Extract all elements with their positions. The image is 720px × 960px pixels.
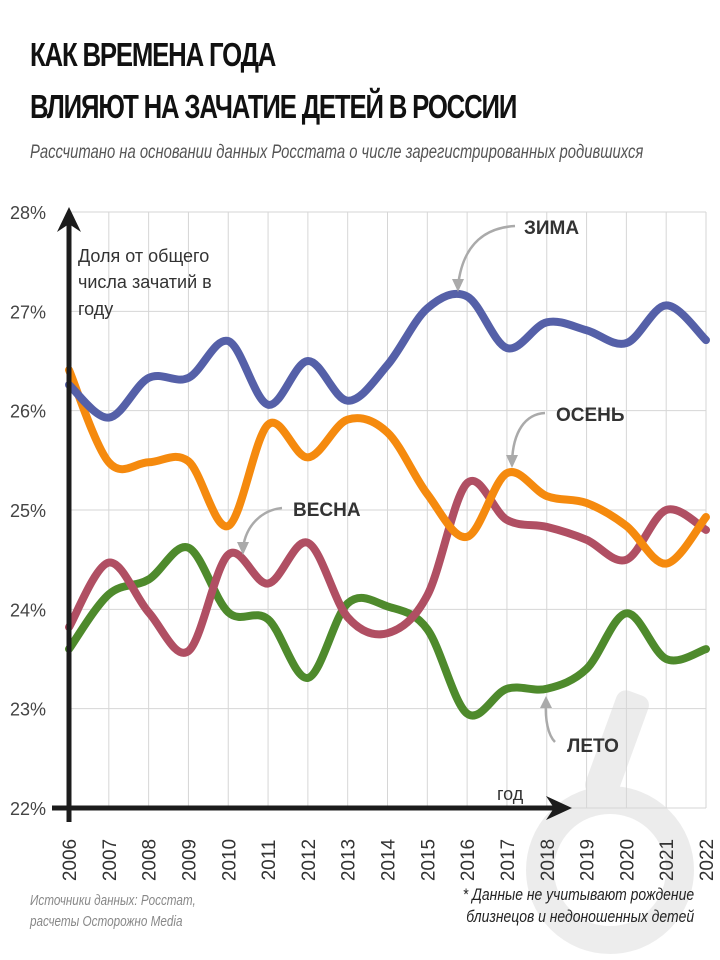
chart-subtitle: Рассчитано на основании данных Росстата … <box>30 142 644 163</box>
x-tick-label: 2020 <box>617 839 638 881</box>
x-axis-label: год <box>497 784 524 804</box>
y-tick-label: 24% <box>10 600 46 620</box>
y-tick-label: 25% <box>10 501 46 521</box>
watermark-icon <box>526 690 694 954</box>
y-axis-label: Доля от общего числа зачатий в году <box>78 246 212 319</box>
y-axis-arrow-icon <box>57 207 81 232</box>
x-tick-label: 2019 <box>578 839 599 881</box>
x-tick-label: 2009 <box>179 839 200 881</box>
x-tick-label: 2011 <box>259 840 280 881</box>
x-axis-ticks: 2006 2007 2008 2009 2010 2011 2012 2013 2014 2015… <box>60 838 718 881</box>
annotation-arrow-autumn <box>510 411 546 463</box>
x-tick-label: 2008 <box>140 839 161 881</box>
x-tick-label: 2018 <box>538 839 559 881</box>
series-line-spring <box>65 476 710 657</box>
annotation-arrowhead-icon <box>506 455 518 468</box>
x-tick-label: 2010 <box>219 839 240 881</box>
y-tick-label: 22% <box>10 799 46 819</box>
y-axis-label-line: году <box>78 299 113 319</box>
annotation-arrowhead-icon <box>540 696 552 708</box>
x-axis-arrow-icon <box>546 796 572 820</box>
annotation-label-summer: ЛЕТО <box>567 736 619 757</box>
y-tick-label: 23% <box>10 700 46 720</box>
y-tick-label: 26% <box>10 402 46 422</box>
annotations: ЗИМА ОСЕНЬ ВЕСНА ЛЕТО <box>237 218 625 757</box>
annotation-label-autumn: ОСЕНЬ <box>556 405 625 426</box>
series-line-winter <box>65 289 710 422</box>
x-tick-label: 2012 <box>299 839 320 881</box>
data-sources-line: расчеты Осторожно Media <box>30 913 183 930</box>
annotation-label-winter: ЗИМА <box>524 218 579 239</box>
annotation-arrowhead-icon <box>452 279 464 292</box>
y-axis-ticks: 22% 23% 24% 25% 26% 27% 28% <box>10 203 46 819</box>
x-tick-label: 2016 <box>458 839 479 881</box>
series-lines <box>65 289 710 720</box>
x-tick-label: 2022 <box>697 839 718 881</box>
footnote-line: * Данные не учитывают рождение <box>462 885 694 904</box>
x-tick-label: 2015 <box>418 839 439 881</box>
data-sources: Источники данных: Росстат, расчеты Остор… <box>30 890 196 932</box>
x-tick-label: 2007 <box>100 839 121 881</box>
y-tick-label: 28% <box>10 203 46 223</box>
footnote: * Данные не учитывают рождение близнецов… <box>463 884 694 928</box>
x-tick-label: 2006 <box>60 839 81 881</box>
annotation-label-spring: ВЕСНА <box>293 500 361 521</box>
series-line-summer <box>65 543 710 720</box>
y-axis-label-line: числа зачатий в <box>78 272 212 292</box>
x-tick-label: 2014 <box>379 838 400 881</box>
chart-title-line-1: КАК ВРЕМЕНА ГОДА <box>30 36 276 73</box>
x-tick-label: 2017 <box>498 839 519 881</box>
x-tick-label: 2013 <box>339 839 360 881</box>
y-tick-label: 27% <box>10 302 46 322</box>
axes <box>52 207 572 822</box>
x-tick-label: 2021 <box>657 839 678 881</box>
y-axis-label-line: Доля от общего <box>78 246 209 266</box>
annotation-arrowhead-icon <box>237 542 249 555</box>
annotation-arrow-spring <box>241 506 283 549</box>
chart-title-line-2: ВЛИЯЮТ НА ЗАЧАТИЕ ДЕТЕЙ В РОССИИ <box>30 88 517 125</box>
annotation-arrow-winter <box>456 224 516 287</box>
footnote-line: близнецов и недоношенных детей <box>466 907 694 926</box>
series-line-autumn <box>65 365 710 568</box>
data-sources-line: Источники данных: Росстат, <box>30 892 196 909</box>
